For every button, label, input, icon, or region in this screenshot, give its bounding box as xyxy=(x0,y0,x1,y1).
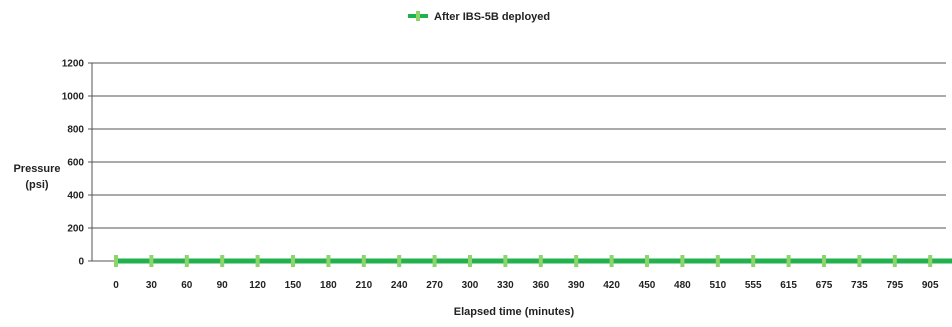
data-point xyxy=(609,255,614,267)
y-axis-title-line-1: Pressure xyxy=(13,163,60,175)
data-point xyxy=(184,255,189,267)
y-tick-label: 1000 xyxy=(62,92,85,103)
legend: After IBS-5B deployed xyxy=(408,11,550,23)
x-tick-label: 30 xyxy=(146,280,158,291)
x-tick-label: 150 xyxy=(285,280,302,291)
data-point xyxy=(149,255,154,267)
x-tick-label: 510 xyxy=(709,280,726,291)
gridlines xyxy=(88,62,946,262)
x-tick-label: 300 xyxy=(462,280,479,291)
y-tick-labels: 0 200 400 600 800 1000 1200 xyxy=(62,59,85,268)
y-tick-label: 800 xyxy=(67,125,84,136)
x-tick-label: 60 xyxy=(181,280,193,291)
x-tick-label: 210 xyxy=(355,280,372,291)
data-point xyxy=(291,255,295,267)
x-tick-label: 240 xyxy=(391,280,408,291)
y-tick-label: 0 xyxy=(78,257,84,268)
x-tick-label: 555 xyxy=(745,280,762,291)
data-point xyxy=(361,255,366,267)
legend-label: After IBS-5B deployed xyxy=(434,11,550,23)
x-tick-label: 480 xyxy=(674,280,691,291)
data-point xyxy=(503,255,508,267)
y-tick-label: 1200 xyxy=(62,59,85,70)
plot-area xyxy=(114,255,952,267)
x-tick-labels: 0 30 60 90 120 150 180 210 240 270 300 330 360 390 420… xyxy=(113,280,939,291)
x-tick-label: 420 xyxy=(603,280,620,291)
data-point xyxy=(538,255,543,267)
x-tick-label: 390 xyxy=(568,280,585,291)
y-axis-title-line-2: (psi) xyxy=(25,179,49,191)
data-point xyxy=(397,255,402,267)
y-tick-label: 200 xyxy=(67,224,84,235)
x-tick-label: 360 xyxy=(532,280,549,291)
x-tick-label: 0 xyxy=(113,280,119,291)
y-tick-label: 600 xyxy=(67,158,84,169)
data-point xyxy=(114,255,118,267)
data-point xyxy=(220,255,225,267)
data-point xyxy=(892,255,897,267)
data-point xyxy=(786,255,791,267)
data-point xyxy=(822,255,826,267)
data-point xyxy=(255,255,260,267)
data-point xyxy=(751,255,756,267)
data-point xyxy=(857,255,862,267)
x-tick-label: 330 xyxy=(497,280,514,291)
y-tick-label: 400 xyxy=(67,191,84,202)
legend-swatch-marker xyxy=(416,11,420,21)
data-point xyxy=(645,255,649,267)
x-axis-title: Elapsed time (minutes) xyxy=(454,306,575,318)
x-tick-label: 615 xyxy=(780,280,797,291)
data-point xyxy=(928,255,933,267)
x-tick-label: 270 xyxy=(426,280,443,291)
x-tick-label: 675 xyxy=(816,280,833,291)
x-tick-label: 90 xyxy=(217,280,229,291)
x-tick-label: 120 xyxy=(249,280,266,291)
data-point xyxy=(468,255,472,267)
x-tick-label: 450 xyxy=(639,280,656,291)
data-point xyxy=(680,255,685,267)
data-point xyxy=(715,255,720,267)
data-point xyxy=(432,255,437,267)
x-tick-label: 795 xyxy=(886,280,903,291)
x-tick-label: 905 xyxy=(922,280,939,291)
data-point xyxy=(326,255,331,267)
x-tick-label: 180 xyxy=(320,280,337,291)
x-tick-label: 735 xyxy=(851,280,868,291)
data-point xyxy=(574,255,579,267)
